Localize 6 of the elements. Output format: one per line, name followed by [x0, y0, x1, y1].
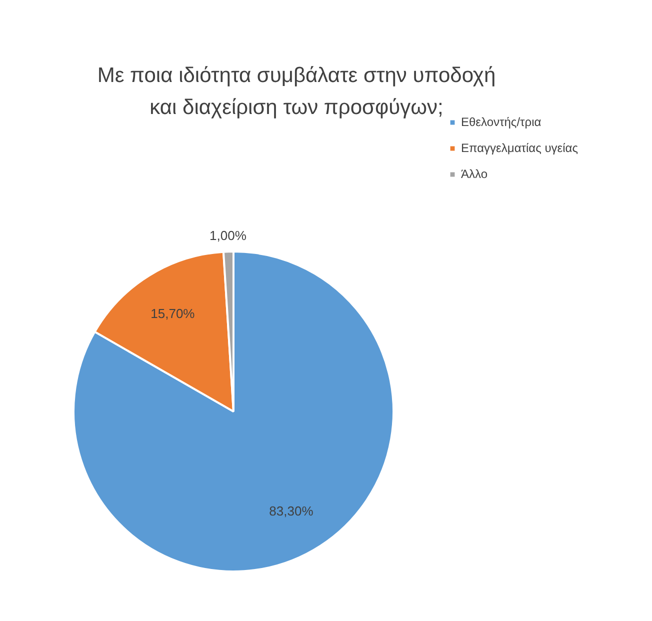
data-label: 15,70%: [150, 306, 196, 322]
legend-label: Επαγγελματίας υγείας: [461, 141, 578, 155]
data-label: 83,30%: [269, 504, 314, 519]
data-label: 1,00%: [210, 228, 247, 244]
legend-label: Άλλο: [461, 167, 488, 181]
legend-label: Εθελοντής/τρια: [461, 115, 542, 129]
